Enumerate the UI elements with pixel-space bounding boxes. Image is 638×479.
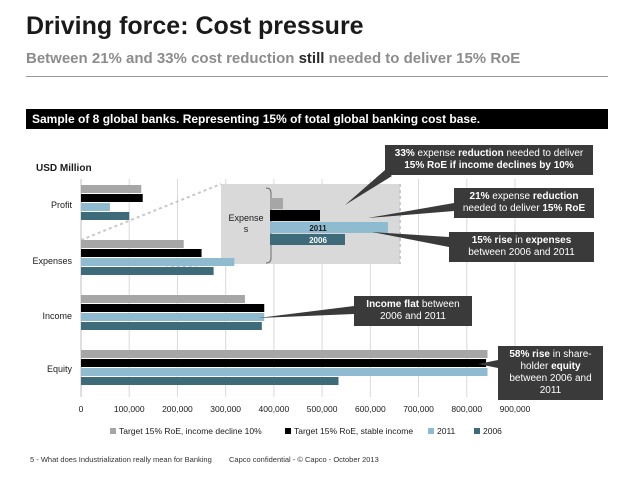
bar-equity-target-15-roe-stable-income xyxy=(81,359,487,367)
bar-profit-target-15-roe-stable-income xyxy=(81,194,143,202)
x-tick-label: 600,000 xyxy=(355,404,386,414)
slide-subtitle: Between 21% and 33% cost reduction still… xyxy=(26,50,521,67)
bar-profit-target-15-roe-income-decline-10 xyxy=(81,185,142,193)
category-label-equity: Equity xyxy=(47,364,73,374)
inset-bar-2011 xyxy=(270,222,388,233)
x-tick-label: 900,000 xyxy=(500,404,531,414)
legend-swatch-2006 xyxy=(474,428,480,434)
inset-bar-target-15-roe-income-decline-10 xyxy=(270,198,283,209)
footer-right: Capco confidential - © Capco - October 2… xyxy=(229,455,379,464)
category-label-profit: Profit xyxy=(51,200,73,210)
legend-label-target-15-roe-income-decline-10: Target 15% RoE, income decline 10% xyxy=(119,426,262,436)
unit-label: USD Million xyxy=(36,163,92,174)
legend-label-2011: 2011 xyxy=(437,426,456,436)
bar-equity-2011 xyxy=(81,368,488,376)
legend-label-target-15-roe-stable-income: Target 15% RoE, stable income xyxy=(294,426,413,436)
x-tick-label: 800,000 xyxy=(451,404,482,414)
legend-swatch-target-15-roe-stable-income xyxy=(285,428,291,434)
chart-bars xyxy=(81,185,488,385)
callout-pointers xyxy=(258,170,498,368)
callout-21-percent: 21% expense reduction needed to deliver 1… xyxy=(454,188,594,218)
callout-income-flat: Income flat between 2006 and 2011 xyxy=(354,296,472,326)
x-tick-label: 200,000 xyxy=(162,404,193,414)
bar-profit-2011 xyxy=(81,203,110,211)
x-tick-label: 700,000 xyxy=(403,404,434,414)
inset-series-label-2011: 2011 xyxy=(309,224,327,233)
slide-title: Driving force: Cost pressure xyxy=(26,12,364,40)
pointer-33-percent xyxy=(345,170,392,205)
x-tick-label: 500,000 xyxy=(307,404,338,414)
pointer-equity xyxy=(478,360,498,368)
bar-profit-2006 xyxy=(81,212,130,220)
legend-swatch-target-15-roe-income-decline-10 xyxy=(110,428,116,434)
bar-income-target-15-roe-income-decline-10 xyxy=(81,295,245,303)
x-tick-label: 400,000 xyxy=(259,404,290,414)
title-divider xyxy=(26,76,608,77)
legend-label-2006: 2006 xyxy=(483,426,502,436)
inset-bar-2006 xyxy=(270,234,345,245)
chart-labels: Profit Expenses Income Equity 0 100,000 200,00… xyxy=(32,200,530,414)
x-tick-label: 300,000 xyxy=(210,404,241,414)
bar-expenses-2011 xyxy=(81,258,235,266)
chart-legend: Target 15% RoE, income decline 10% Target… xyxy=(110,426,502,436)
bar-expenses-2006 xyxy=(81,267,214,275)
callout-equity-rise: 58% rise in share-holder equity between … xyxy=(498,346,603,400)
bar-equity-target-15-roe-income-decline-10 xyxy=(81,350,488,358)
pointer-income xyxy=(258,306,354,318)
category-label-expenses: Expenses xyxy=(32,256,72,266)
bar-income-2006 xyxy=(81,322,262,330)
footer-left: 5 - What does Industrialization really m… xyxy=(30,455,212,464)
bar-equity-2006 xyxy=(81,377,339,385)
sample-banner: Sample of 8 global banks. Representing 1… xyxy=(26,109,608,129)
pointer-21-percent xyxy=(368,203,454,218)
legend-swatch-2011 xyxy=(428,428,434,434)
inset-bars xyxy=(270,198,388,245)
category-label-income: Income xyxy=(42,311,72,321)
callout-33-percent: 33% expense reduction needed to deliver 1… xyxy=(385,145,593,175)
inset-category-label: Expense xyxy=(228,213,263,223)
inset-series-label-2006: 2006 xyxy=(309,236,327,245)
x-tick-label: 0 xyxy=(79,404,84,414)
inset-category-label: s xyxy=(244,224,249,234)
inset-bar-target-15-roe-stable-income xyxy=(270,210,320,221)
bar-income-2011 xyxy=(81,313,265,321)
pointer-15-percent xyxy=(372,232,449,247)
bar-expenses-target-15-roe-income-decline-10 xyxy=(81,240,184,248)
callout-15-percent: 15% rise in expenses between 2006 and 201… xyxy=(449,232,594,262)
x-tick-label: 100,000 xyxy=(114,404,145,414)
bar-expenses-target-15-roe-stable-income xyxy=(81,249,202,257)
bar-income-target-15-roe-stable-income xyxy=(81,304,265,312)
zoom-connector-top xyxy=(80,183,222,241)
